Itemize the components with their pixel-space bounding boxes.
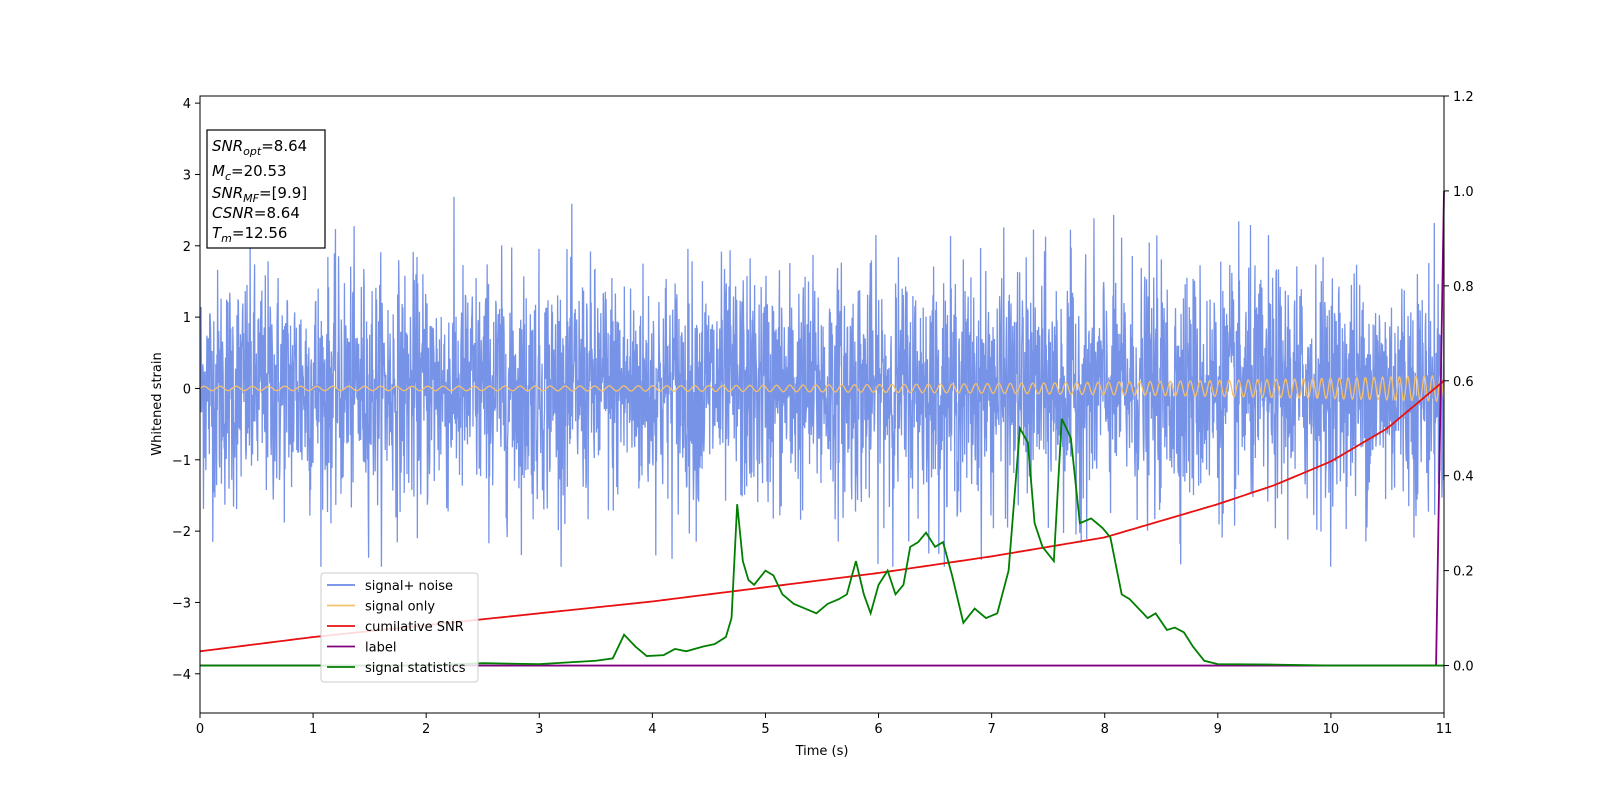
x-tick-label: 11 — [1436, 722, 1453, 737]
y-tick-label: 2 — [183, 240, 191, 255]
y-tick-label: 3 — [183, 168, 191, 183]
y2-tick-label: 1.2 — [1453, 90, 1474, 105]
info-box-line: SNRopt=8.64 — [212, 137, 307, 158]
ticks-layer: 0 1 2 3 4 5 6 7 8 9 10 1143210−1−2−3−41.21.00.80.60… — [172, 90, 1474, 737]
y-tick-label: −3 — [172, 596, 191, 611]
y-tick-label: 0 — [183, 382, 191, 397]
x-tick-label: 4 — [648, 722, 656, 737]
y-tick-label: −2 — [172, 525, 191, 540]
x-tick-label: 7 — [987, 722, 995, 737]
y2-tick-label: 0.4 — [1453, 470, 1474, 485]
y-axis-label: Whitened strain — [150, 352, 165, 455]
x-tick-label: 3 — [535, 722, 543, 737]
x-tick-label: 10 — [1323, 722, 1340, 737]
x-axis-label: Time (s) — [795, 744, 849, 759]
y-tick-label: −4 — [172, 668, 191, 683]
legend: signal+ noise signal only cumilative SNR la… — [320, 572, 479, 683]
y2-tick-label: 0.0 — [1453, 660, 1474, 675]
x-tick-label: 8 — [1101, 722, 1109, 737]
y-tick-label: 4 — [183, 97, 191, 112]
info-box-line: Mc=20.53 — [212, 162, 287, 183]
y-tick-label: 1 — [183, 311, 191, 326]
legend-entry: signal+ noise — [365, 579, 453, 594]
legend-entry: label — [365, 641, 396, 656]
info-box-line: SNRMF=[9.9] — [212, 184, 307, 205]
x-tick-label: 5 — [761, 722, 769, 737]
info-box-line: CSNR=8.64 — [212, 204, 300, 222]
x-tick-label: 1 — [309, 722, 317, 737]
y2-tick-label: 0.6 — [1453, 375, 1474, 390]
x-tick-label: 9 — [1214, 722, 1222, 737]
y2-tick-label: 0.8 — [1453, 280, 1474, 295]
series-signal-only — [200, 374, 1444, 403]
y2-tick-label: 1.0 — [1453, 185, 1474, 200]
legend-entry: signal only — [365, 600, 435, 615]
y2-tick-label: 0.2 — [1453, 565, 1474, 580]
info-box-frame — [206, 129, 326, 249]
series-signal-noise — [200, 196, 1444, 567]
axes-frame — [199, 95, 1445, 714]
x-tick-label: 6 — [874, 722, 882, 737]
legend-entry: cumilative SNR — [365, 620, 464, 635]
legend-entry: signal statistics — [365, 661, 466, 676]
x-tick-label: 2 — [422, 722, 430, 737]
x-tick-label: 0 — [196, 722, 204, 737]
legend-frame — [320, 572, 479, 683]
info-box-line: Tm=12.56 — [212, 224, 287, 245]
series-signal-statistics — [200, 418, 1444, 667]
y-tick-label: −1 — [172, 454, 191, 469]
